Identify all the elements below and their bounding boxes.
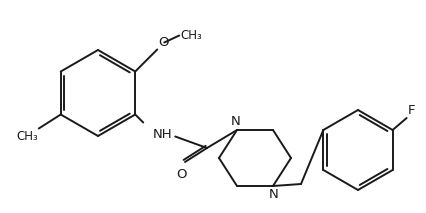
Text: O: O: [176, 168, 187, 181]
Text: NH: NH: [153, 128, 173, 141]
Text: F: F: [407, 104, 414, 117]
Text: CH₃: CH₃: [180, 29, 201, 42]
Text: CH₃: CH₃: [16, 130, 37, 142]
Text: O: O: [158, 36, 168, 49]
Text: N: N: [230, 115, 240, 128]
Text: N: N: [268, 188, 278, 201]
